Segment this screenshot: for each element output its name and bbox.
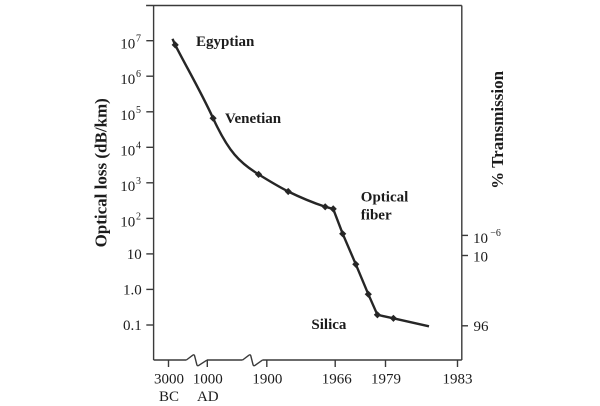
svg-text:7: 7 (136, 34, 141, 45)
svg-text:6: 6 (136, 69, 141, 80)
svg-text:3000: 3000 (154, 371, 184, 387)
svg-text:1.0: 1.0 (123, 282, 142, 298)
svg-text:10: 10 (120, 179, 135, 195)
svg-text:fiber: fiber (361, 208, 392, 224)
svg-text:10: 10 (127, 247, 142, 263)
svg-text:−6: −6 (490, 228, 501, 239)
svg-text:BC: BC (159, 389, 179, 405)
svg-text:1979: 1979 (371, 371, 401, 387)
svg-text:2: 2 (136, 211, 141, 222)
svg-text:1983: 1983 (443, 371, 473, 387)
svg-text:10: 10 (473, 249, 488, 265)
svg-text:Venetian: Venetian (225, 111, 282, 127)
svg-text:10: 10 (120, 72, 135, 88)
svg-text:1966: 1966 (322, 371, 353, 387)
svg-text:% Transmission: % Transmission (488, 70, 507, 188)
svg-text:1900: 1900 (252, 371, 282, 387)
svg-text:10: 10 (473, 231, 488, 247)
svg-text:0.1: 0.1 (123, 318, 142, 334)
svg-text:Egyptian: Egyptian (196, 34, 255, 50)
svg-text:10: 10 (120, 143, 135, 159)
svg-text:Optical loss (dB/km): Optical loss (dB/km) (92, 98, 111, 247)
svg-text:96: 96 (474, 319, 490, 335)
svg-text:10: 10 (120, 108, 135, 124)
svg-text:3: 3 (136, 176, 141, 187)
svg-text:10: 10 (120, 37, 135, 53)
svg-text:AD: AD (197, 389, 219, 405)
svg-text:1000: 1000 (193, 371, 223, 387)
svg-text:Silica: Silica (311, 317, 347, 333)
svg-text:Optical: Optical (361, 190, 409, 206)
svg-text:4: 4 (136, 140, 141, 151)
svg-text:5: 5 (136, 105, 141, 116)
svg-text:10: 10 (120, 214, 135, 230)
